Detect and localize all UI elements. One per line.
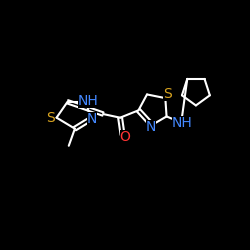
Text: S: S [163,88,172,102]
Text: O: O [120,130,130,144]
Text: NH: NH [78,94,99,108]
Text: N: N [87,112,97,126]
Text: N: N [146,120,156,134]
Text: NH: NH [172,116,193,130]
Text: S: S [46,111,55,125]
